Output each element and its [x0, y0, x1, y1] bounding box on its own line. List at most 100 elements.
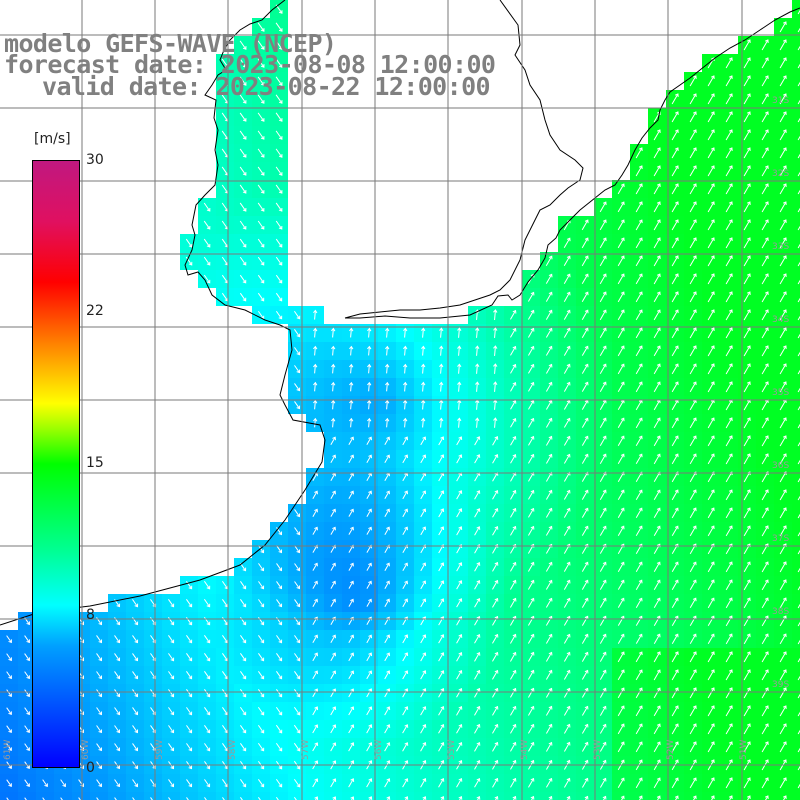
wind-arrow — [599, 778, 607, 788]
wind-arrow — [797, 459, 800, 465]
wind-arrowhead — [170, 711, 175, 716]
wind-arrowhead — [458, 580, 463, 584]
wind-arrow — [330, 491, 336, 499]
wind-arrowhead — [512, 705, 517, 710]
wind-arrowhead — [278, 567, 283, 572]
wind-arrow — [185, 238, 193, 248]
wind-arrowhead — [404, 706, 409, 710]
wind-arrow — [492, 670, 498, 680]
wind-arrow — [476, 382, 478, 392]
wind-arrow — [420, 670, 426, 680]
wind-arrow — [689, 669, 697, 681]
wind-arrow — [402, 508, 408, 518]
wind-arrowhead — [242, 297, 247, 302]
wind-arrow — [527, 562, 535, 572]
wind-arrowhead — [367, 345, 372, 350]
wind-arrow — [420, 526, 426, 536]
wind-arrow — [348, 563, 354, 571]
wind-arrow — [186, 635, 192, 643]
wind-arrow — [797, 729, 800, 735]
wind-arrowhead — [692, 93, 697, 98]
wind-arrowhead — [494, 759, 499, 764]
wind-cell — [792, 576, 800, 594]
wind-arrow — [384, 778, 390, 788]
wind-arrowhead — [746, 381, 751, 386]
wind-cell — [378, 792, 396, 800]
wind-arrowhead — [602, 273, 607, 278]
wind-arrow — [545, 292, 553, 302]
wind-arrow — [368, 364, 370, 374]
wind-arrow — [797, 27, 800, 33]
wind-arrow — [779, 381, 787, 393]
wind-arrow — [456, 454, 462, 464]
wind-arrow — [312, 563, 318, 571]
wind-arrow — [420, 778, 426, 788]
wind-arrow — [545, 400, 553, 410]
wind-arrow — [240, 599, 246, 607]
wind-arrowhead — [530, 291, 535, 296]
wind-arrow — [312, 581, 318, 589]
wind-arrowhead — [638, 579, 643, 584]
wind-arrowhead — [26, 657, 30, 662]
wind-arrow — [495, 796, 498, 800]
wind-arrowhead — [602, 795, 607, 800]
wind-arrow — [132, 725, 138, 733]
wind-arrow — [528, 472, 534, 482]
wind-arrow — [348, 742, 354, 752]
wind-arrow — [348, 706, 354, 716]
wind-arrow — [707, 705, 715, 717]
wind-arrow — [185, 256, 193, 266]
wind-arrow — [783, 795, 787, 800]
wind-arrow — [350, 346, 352, 356]
wind-arrowhead — [188, 243, 193, 248]
wind-arrowhead — [656, 633, 661, 638]
wind-arrowhead — [530, 525, 535, 530]
wind-arrowhead — [475, 417, 480, 422]
latitude-label: 35S — [772, 388, 789, 398]
wind-arrow — [671, 687, 679, 699]
wind-arrow — [671, 579, 679, 591]
wind-arrow — [725, 597, 733, 609]
wind-arrowhead — [350, 454, 354, 459]
wind-cell — [792, 54, 800, 72]
wind-arrowhead — [548, 723, 553, 728]
wind-arrow — [221, 274, 229, 284]
wind-arrowhead — [278, 585, 283, 590]
wind-arrowhead — [566, 723, 571, 728]
wind-arrowhead — [656, 381, 661, 386]
wind-arrow — [350, 364, 352, 374]
wind-arrowhead — [458, 741, 463, 746]
wind-arrowhead — [602, 561, 607, 566]
wind-arrowhead — [566, 741, 571, 746]
wind-arrow — [725, 561, 733, 573]
wind-arrow — [599, 616, 607, 626]
wind-arrow — [563, 706, 571, 716]
wind-arrow — [476, 346, 478, 356]
wind-cell — [792, 288, 800, 306]
latitude-label: 39S — [772, 680, 789, 690]
wind-arrow — [438, 724, 444, 734]
wind-arrow — [743, 129, 751, 141]
wind-arrow — [707, 741, 715, 753]
wind-arrowhead — [548, 309, 553, 314]
wind-arrow — [258, 653, 264, 661]
wind-arrowhead — [746, 147, 751, 152]
wind-arrow — [402, 580, 408, 590]
wind-arrow — [275, 166, 283, 176]
wind-arrow — [761, 165, 769, 177]
wind-arrowhead — [404, 760, 409, 764]
wind-arrowhead — [332, 490, 336, 495]
wind-arrowhead — [674, 597, 679, 602]
wind-arrow — [366, 491, 372, 499]
wind-arrow — [581, 706, 589, 716]
wind-arrowhead — [692, 165, 697, 170]
wind-arrowhead — [98, 657, 103, 662]
wind-cell — [792, 234, 800, 252]
wind-arrowhead — [260, 639, 265, 644]
wind-arrow — [689, 507, 697, 519]
wind-arrowhead — [476, 598, 481, 602]
wind-arrow — [761, 345, 769, 357]
wind-arrow — [671, 723, 679, 735]
wind-arrowhead — [530, 669, 535, 674]
wind-arrow — [725, 129, 733, 141]
